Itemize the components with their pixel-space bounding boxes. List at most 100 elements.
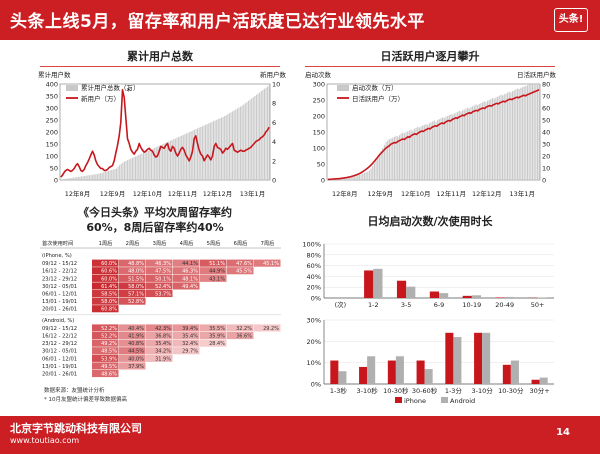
bar <box>235 109 237 180</box>
bar <box>224 116 226 180</box>
table-cell-value: 35.4% <box>155 341 171 347</box>
table-cell-value: 60.8% <box>101 307 117 313</box>
duration-title: 日均启动次数/次使用时长 <box>367 215 493 228</box>
bar <box>247 100 250 180</box>
bar <box>423 124 425 180</box>
page-title: 头条上线5月，留存率和用户活跃度已达行业领先水平 <box>10 12 425 32</box>
y-tick-left: 200 <box>313 113 325 121</box>
bar <box>170 140 172 180</box>
table-cell-value: 42.3% <box>155 326 171 332</box>
bar <box>120 163 122 180</box>
bar <box>393 136 395 180</box>
table-cell-value: 37.9% <box>128 364 144 370</box>
table-row-date: 23/12 - 29/12 <box>42 276 77 282</box>
bar <box>338 371 347 384</box>
y-tick-label: 10% <box>307 359 321 367</box>
y-tick-label: 60% <box>307 262 321 270</box>
x-tick-label: 3-10分 <box>471 386 493 395</box>
table-cell <box>200 274 227 282</box>
table-cell-value: 58.0% <box>101 299 117 305</box>
table-cell-value: 43.1% <box>209 276 225 282</box>
table-cell <box>119 324 146 332</box>
table-cell <box>173 282 200 290</box>
bar <box>482 102 484 180</box>
table-cell-value: 47.6% <box>236 261 252 267</box>
bar <box>365 172 367 180</box>
bar <box>387 360 396 384</box>
bar <box>467 107 469 180</box>
table-cell-value: 28.4% <box>209 341 225 347</box>
header-bar: 头条上线5月，留存率和用户活跃度已达行业领先水平 头条! <box>0 0 600 40</box>
bar <box>174 138 176 180</box>
table-cell-value: 58.5% <box>101 292 117 298</box>
bar <box>364 270 374 298</box>
table-cell <box>92 324 119 332</box>
bar <box>203 125 205 180</box>
bar <box>442 117 444 180</box>
bar <box>240 106 242 180</box>
bar <box>448 115 450 180</box>
table-cell <box>227 267 254 275</box>
bar <box>362 173 364 180</box>
session-duration-chart: 0% 10% 20% 30% 1-3秒 3-10秒 10-30秒 30-60秒 1-3分 3-10… <box>307 317 554 405</box>
bar <box>136 155 138 180</box>
bar <box>428 123 430 180</box>
bar <box>65 178 67 180</box>
table-cell-value: 44.9% <box>209 269 225 275</box>
legend-swatch-iphone <box>395 397 402 403</box>
table-header-col: 6周后 <box>234 239 248 247</box>
table-cell <box>119 339 146 347</box>
table-cell <box>119 282 146 290</box>
bar <box>439 293 449 298</box>
bar <box>395 356 404 384</box>
table-cell <box>92 354 119 362</box>
table-row-date: 30/12 - 05/01 <box>42 349 77 355</box>
table-cell-value: 35.9% <box>209 334 225 340</box>
bar <box>483 101 485 180</box>
table-cell <box>92 282 119 290</box>
bar <box>205 124 207 180</box>
table-cell-value: 40.4% <box>128 326 144 332</box>
bar <box>516 88 519 180</box>
table-cell-value: 39.4% <box>182 326 198 332</box>
bar <box>82 176 84 180</box>
bar <box>157 146 159 180</box>
table-cell-value: 53.9% <box>101 356 117 362</box>
bar <box>422 125 424 180</box>
bar <box>133 157 135 180</box>
bar <box>142 152 145 180</box>
x-tick-label: 10-19 <box>462 301 481 309</box>
bar <box>88 175 90 180</box>
left-axis-label: 启动次数 <box>305 70 332 79</box>
bar <box>515 89 517 180</box>
table-cell-value: 49.2% <box>101 341 117 347</box>
retention-heading-line1: 《今日头条》平均次周留存率约 <box>78 206 232 219</box>
bar <box>407 131 409 180</box>
table-cell-value: 48.1% <box>182 276 198 282</box>
bar <box>189 132 191 180</box>
table-cell <box>92 370 119 378</box>
table-cell <box>119 354 146 362</box>
bar <box>61 179 63 180</box>
table-cell-value: 36.8% <box>155 334 171 340</box>
y-tick-right: 10 <box>542 165 550 173</box>
x-tick-label: 20-49 <box>495 301 514 309</box>
bar <box>415 127 417 180</box>
table-cell-value: 60.0% <box>101 276 117 282</box>
source-note: 数据来源：友盟统计分析 <box>44 388 105 394</box>
bar <box>408 130 410 180</box>
x-tick-label: 13年1月 <box>510 189 535 198</box>
left-axis-label: 累计用户数 <box>38 70 71 79</box>
bar <box>139 154 141 180</box>
table-cell-value: 44.1% <box>182 261 198 267</box>
bar <box>505 93 507 180</box>
bar <box>353 175 356 180</box>
bar <box>360 174 362 180</box>
y-tick-label: 100% <box>302 241 321 249</box>
bar <box>453 113 455 180</box>
table-cell-value: 61.4% <box>101 284 117 290</box>
table-cell <box>146 267 173 275</box>
x-tick-label: 3-10秒 <box>356 386 378 395</box>
table-cell-value: 46.3% <box>182 269 198 275</box>
company-url[interactable]: www.toutiao.com <box>10 436 80 445</box>
